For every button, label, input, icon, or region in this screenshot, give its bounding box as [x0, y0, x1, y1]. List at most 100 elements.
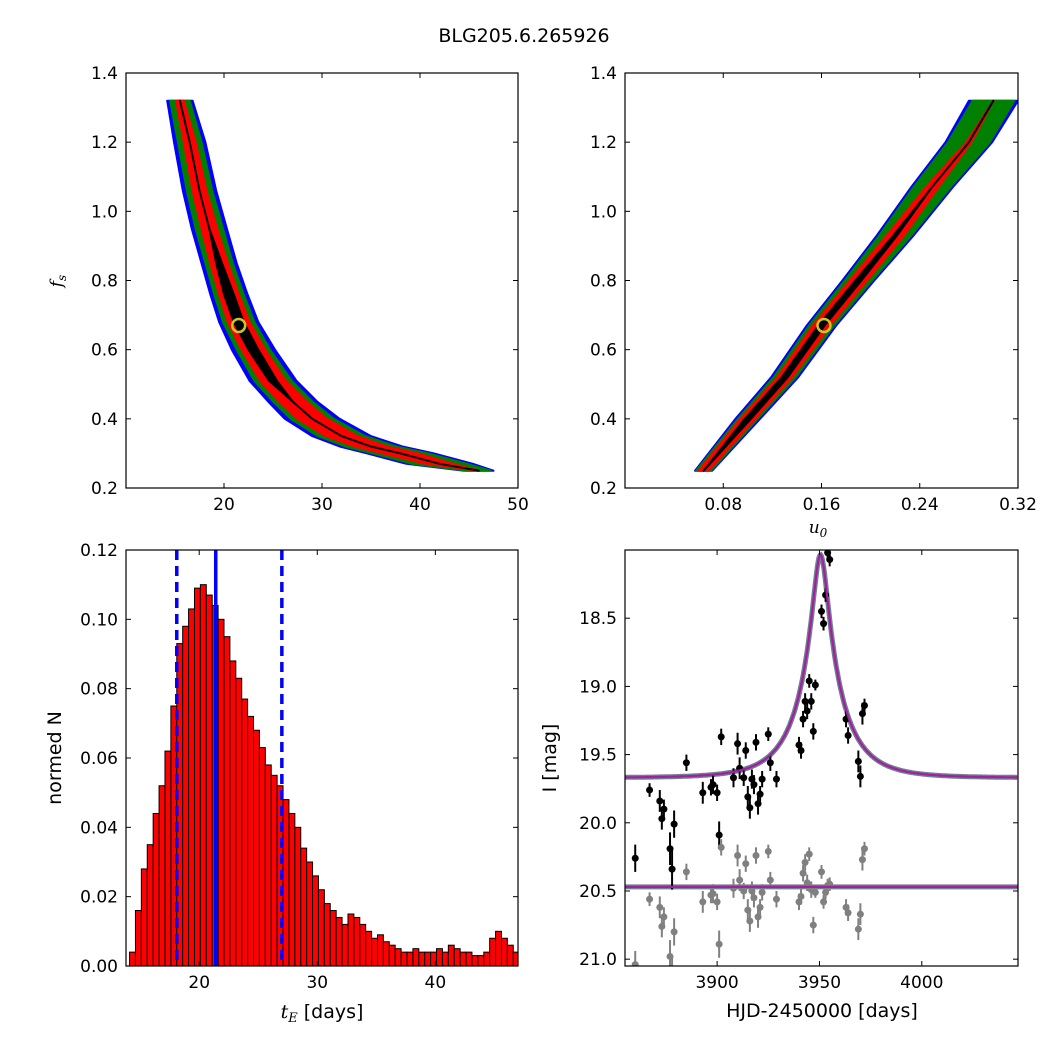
- credible-region-sigma2: [175, 99, 480, 472]
- data-point: [709, 890, 717, 898]
- x-tick-label: 0.08: [704, 495, 742, 515]
- histogram-bar: [376, 934, 384, 966]
- histogram-bar: [253, 729, 260, 966]
- x-tick-label: 0.24: [901, 495, 939, 515]
- xlabel-u0: u0: [809, 518, 828, 540]
- data-point: [820, 898, 828, 906]
- y-tick-label: 1.4: [590, 64, 617, 84]
- histogram-bar: [649, 959, 655, 966]
- data-point: [750, 894, 758, 902]
- histogram-bar: [555, 963, 561, 966]
- data-point: [809, 921, 817, 929]
- data-point: [758, 888, 766, 896]
- histogram-bar: [229, 660, 237, 966]
- y-tick-label: 0.4: [590, 410, 617, 430]
- histogram-bar: [643, 956, 649, 966]
- x-tick-label: 20: [213, 495, 235, 515]
- histogram-bar: [388, 944, 396, 966]
- data-point: [717, 843, 725, 851]
- data-point: [844, 909, 852, 917]
- data-point: [742, 746, 750, 754]
- data-point: [756, 903, 764, 911]
- histogram-bar: [561, 963, 567, 966]
- data-point: [854, 757, 862, 765]
- histogram-bar: [465, 951, 473, 966]
- data-point: [646, 895, 654, 903]
- histogram-bar: [182, 625, 190, 966]
- data-point: [858, 856, 866, 864]
- histogram-bar: [193, 587, 201, 966]
- data-point: [668, 865, 676, 873]
- model-curve: [625, 553, 1018, 779]
- data-point: [750, 781, 758, 789]
- histogram-bar: [441, 951, 449, 966]
- data-point: [826, 556, 834, 564]
- data-point: [797, 746, 805, 754]
- x-tick-label: 50: [507, 495, 529, 515]
- histogram-bar: [477, 955, 485, 966]
- data-point: [715, 831, 723, 839]
- histogram-bar: [282, 799, 290, 966]
- ylabel-I-mag: I [mag]: [539, 724, 561, 793]
- data-point: [752, 738, 760, 746]
- data-point: [799, 869, 807, 877]
- xlabel-hjd: HJD-2450000 [days]: [726, 1000, 918, 1022]
- histogram-bar: [205, 594, 213, 966]
- data-point: [699, 898, 707, 906]
- y-tick-label: 21.0: [579, 950, 617, 970]
- histogram-bar: [400, 951, 408, 966]
- histogram-bar: [312, 875, 319, 966]
- data-point: [631, 854, 639, 862]
- histogram-bar: [483, 951, 491, 966]
- x-tick-label: 40: [409, 495, 431, 515]
- y-tick-label: 19.5: [579, 746, 617, 766]
- data-point: [734, 740, 742, 748]
- data-point: [764, 730, 772, 738]
- histogram-bar: [152, 812, 160, 966]
- data-point: [803, 707, 811, 715]
- histogram-bar: [146, 844, 154, 966]
- histogram-bar: [235, 677, 243, 966]
- data-point: [797, 892, 805, 900]
- y-tick-label: 19.0: [579, 677, 617, 697]
- histogram-bar: [519, 959, 525, 966]
- data-point: [631, 961, 639, 966]
- data-point: [740, 774, 748, 782]
- histogram-bar: [199, 584, 207, 966]
- y-tick-label: 0.2: [91, 479, 118, 499]
- data-point: [811, 888, 819, 896]
- histogram-bar: [294, 826, 302, 966]
- data-point: [656, 903, 664, 911]
- histogram-bar: [572, 945, 578, 966]
- histogram-bar: [424, 951, 432, 966]
- x-tick-label: 40: [425, 973, 447, 993]
- histogram-bar: [418, 951, 426, 966]
- data-point: [811, 681, 819, 689]
- data-point: [805, 850, 813, 858]
- data-point: [740, 887, 748, 895]
- histogram-bar: [549, 963, 555, 966]
- histogram-bar: [412, 948, 420, 966]
- histogram-bar: [459, 951, 467, 966]
- histogram-bar: [329, 910, 337, 966]
- data-point: [801, 858, 809, 866]
- histogram-bar: [537, 963, 543, 966]
- histogram-bar: [258, 747, 266, 966]
- data-point: [766, 876, 774, 884]
- histogram-bar: [543, 963, 549, 966]
- histogram-bar: [406, 951, 414, 966]
- histogram-bar: [531, 959, 537, 966]
- data-point: [699, 789, 707, 797]
- data-point: [856, 910, 864, 918]
- histogram-bar: [625, 949, 631, 966]
- histogram-bar: [176, 643, 184, 966]
- plot-frame: [624, 72, 1019, 489]
- data-point: [805, 677, 813, 685]
- y-tick-label: 0.2: [590, 479, 617, 499]
- plot-frame: [624, 549, 1019, 967]
- panel-fs-vs-tE: 20 30 40 50 0.2 0.4 0.6 0.8 1.0 1.2 1.4 fs: [47, 64, 529, 515]
- y-tick-label: 0.06: [80, 749, 118, 769]
- x-tick-label: 30: [306, 973, 328, 993]
- y-tick-label: 0.8: [91, 272, 118, 292]
- y-tick-label: 0.10: [80, 610, 118, 630]
